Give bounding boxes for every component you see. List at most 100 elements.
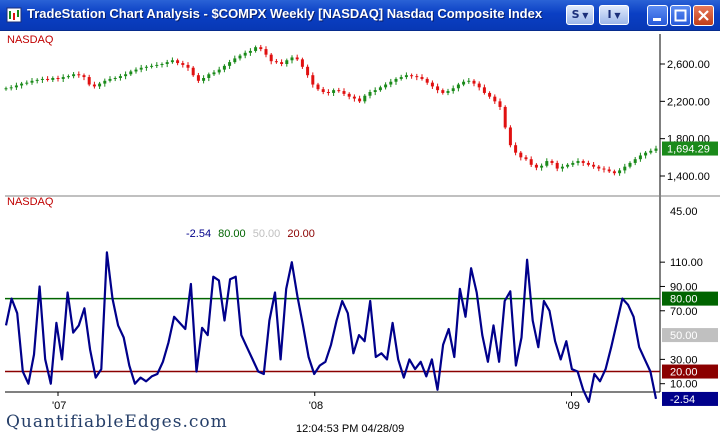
candle-body xyxy=(394,78,398,82)
x-tick-label: '08 xyxy=(309,400,323,412)
candle-body xyxy=(638,155,642,160)
candle-body xyxy=(170,60,174,63)
candle-body xyxy=(420,77,424,79)
candle-body xyxy=(368,92,372,96)
window-title: TradeStation Chart Analysis - $COMPX Wee… xyxy=(27,6,543,21)
close-icon xyxy=(698,10,709,21)
candle-body xyxy=(14,85,18,88)
chart-canvas[interactable]: 2,600.002,200.001,800.001,400.001,694.29… xyxy=(0,30,720,439)
candle-body xyxy=(113,78,117,79)
candle-body xyxy=(98,83,102,87)
candle-body xyxy=(196,75,200,81)
candle-body xyxy=(415,76,419,78)
candle-body xyxy=(217,69,221,73)
candle-body xyxy=(290,57,294,61)
candle-body xyxy=(529,159,533,165)
minimize-icon xyxy=(653,18,661,21)
candle-body xyxy=(644,152,648,156)
candle-body xyxy=(274,61,278,63)
indicator-tick-label: 70.00 xyxy=(670,306,698,318)
candle-body xyxy=(259,47,263,50)
x-tick-label: '07 xyxy=(52,400,66,412)
candle-body xyxy=(352,96,356,99)
candle-body xyxy=(77,74,81,76)
candle-body xyxy=(124,74,128,77)
candle-body xyxy=(144,66,148,68)
price-pane-label: NASDAQ xyxy=(7,34,54,46)
candle-body xyxy=(280,62,284,64)
level-tag-20 xyxy=(662,364,718,379)
candle-body xyxy=(181,63,185,65)
candle-body xyxy=(254,47,258,51)
candle-body xyxy=(607,169,611,172)
candle-body xyxy=(498,101,502,107)
candle-body xyxy=(222,65,226,70)
candle-body xyxy=(524,157,528,160)
candle-body xyxy=(633,159,637,163)
candle-body xyxy=(566,164,570,167)
minimize-button[interactable] xyxy=(647,5,668,26)
status-time: 12:04:53 PM 04/28/09 xyxy=(296,423,405,435)
candle-body xyxy=(108,78,112,81)
price-tick-label: 1,400.00 xyxy=(667,171,710,183)
level-tag-50 xyxy=(662,328,718,343)
candle-body xyxy=(654,148,658,151)
symbol-link-button[interactable]: S ▼ xyxy=(566,5,594,25)
indicator-tick-label: 110.00 xyxy=(670,257,703,269)
candle-body xyxy=(462,81,466,85)
candle-body xyxy=(472,80,476,84)
price-tick-label: 2,200.00 xyxy=(667,96,710,108)
candle-body xyxy=(482,87,486,93)
candle-body xyxy=(404,75,408,78)
candle-body xyxy=(72,74,76,77)
candle-body xyxy=(233,58,237,63)
s-label: S xyxy=(571,8,580,21)
title-bar: TradeStation Chart Analysis - $COMPX Wee… xyxy=(0,0,720,31)
maximize-button[interactable] xyxy=(670,5,691,26)
candle-body xyxy=(87,77,91,85)
level-tag-text-20: 20.00 xyxy=(670,367,698,379)
candle-body xyxy=(191,67,195,76)
candle-body xyxy=(316,84,320,90)
candle-body xyxy=(399,77,403,79)
candle-body xyxy=(212,72,216,75)
last-price-tag xyxy=(662,141,718,156)
candle-body xyxy=(264,49,268,55)
tradestation-app-icon xyxy=(6,7,22,23)
candle-body xyxy=(295,57,299,60)
candle-body xyxy=(571,162,575,165)
candle-body xyxy=(628,162,632,167)
candle-body xyxy=(555,162,559,169)
close-button[interactable] xyxy=(693,5,714,26)
candle-body xyxy=(202,78,206,81)
candle-body xyxy=(61,77,65,79)
candle-body xyxy=(436,86,440,91)
candle-body xyxy=(623,166,627,171)
legend-value: -2.54 xyxy=(186,228,212,240)
i-label: I xyxy=(607,8,612,21)
candle-body xyxy=(586,162,590,165)
candle-body xyxy=(186,64,190,68)
legend-80: 80.00 xyxy=(218,228,246,240)
level-tag-text-80: 80.00 xyxy=(670,294,698,306)
candle-body xyxy=(92,84,96,87)
candle-body xyxy=(358,98,362,102)
candle-body xyxy=(82,75,86,78)
indicator-tick-label: 30.00 xyxy=(670,354,698,366)
candle-body xyxy=(649,150,653,153)
candle-body xyxy=(612,171,616,174)
interval-link-button[interactable]: I ▼ xyxy=(599,5,629,25)
candle-body xyxy=(129,71,133,75)
candle-body xyxy=(342,91,346,94)
candle-body xyxy=(592,164,596,167)
indicator-line xyxy=(4,251,658,403)
candle-body xyxy=(467,80,471,82)
candle-body xyxy=(139,67,143,70)
candle-body xyxy=(160,64,164,65)
candle-body xyxy=(560,166,564,169)
candle-body xyxy=(326,92,330,93)
candle-body xyxy=(248,50,252,53)
watermark: QuantifiableEdges.com xyxy=(6,412,228,432)
indicator-tick-label: 10.00 xyxy=(670,379,698,391)
candle-body xyxy=(306,66,310,76)
